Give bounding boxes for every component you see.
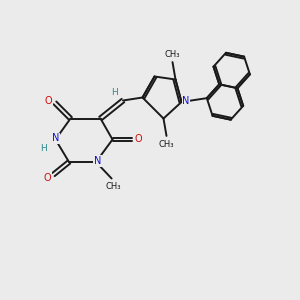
Text: O: O: [135, 134, 142, 145]
Text: CH₃: CH₃: [165, 50, 180, 58]
Text: O: O: [44, 172, 51, 183]
Text: H: H: [40, 144, 47, 153]
Text: N: N: [94, 156, 101, 166]
Text: N: N: [52, 133, 59, 143]
Text: O: O: [44, 96, 52, 106]
Text: CH₃: CH₃: [105, 182, 121, 191]
Text: CH₃: CH₃: [159, 140, 174, 148]
Text: N: N: [182, 95, 190, 106]
Text: H: H: [111, 88, 118, 97]
